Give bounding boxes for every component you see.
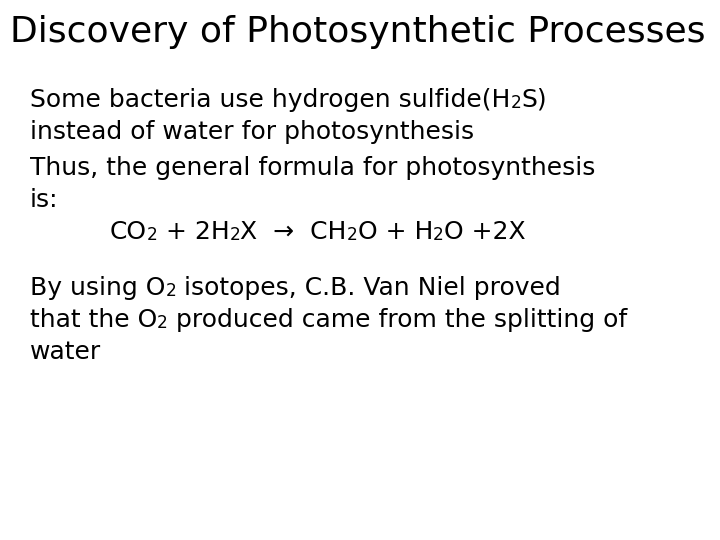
Text: O + H: O + H <box>358 220 433 244</box>
Text: 2: 2 <box>166 282 176 300</box>
Text: + 2H: + 2H <box>158 220 230 244</box>
Text: 2: 2 <box>347 226 358 244</box>
Text: isotopes, C.B. Van Niel proved: isotopes, C.B. Van Niel proved <box>176 276 561 300</box>
Text: 2: 2 <box>230 226 240 244</box>
Text: produced came from the splitting of: produced came from the splitting of <box>168 308 627 332</box>
Text: water: water <box>30 340 102 364</box>
Text: S): S) <box>521 88 547 112</box>
Text: instead of water for photosynthesis: instead of water for photosynthesis <box>30 120 474 144</box>
Text: CO: CO <box>110 220 147 244</box>
Text: Some bacteria use hydrogen sulfide(H: Some bacteria use hydrogen sulfide(H <box>30 88 510 112</box>
Text: 2: 2 <box>433 226 444 244</box>
Text: 2: 2 <box>510 94 521 112</box>
Text: 2: 2 <box>147 226 158 244</box>
Text: that the O: that the O <box>30 308 157 332</box>
Text: is:: is: <box>30 188 58 212</box>
Text: By using O: By using O <box>30 276 166 300</box>
Text: X  →  CH: X → CH <box>240 220 347 244</box>
Text: Thus, the general formula for photosynthesis: Thus, the general formula for photosynth… <box>30 156 595 180</box>
Text: O +2X: O +2X <box>444 220 526 244</box>
Text: 2: 2 <box>157 314 168 332</box>
Text: Discovery of Photosynthetic Processes: Discovery of Photosynthetic Processes <box>10 15 706 49</box>
